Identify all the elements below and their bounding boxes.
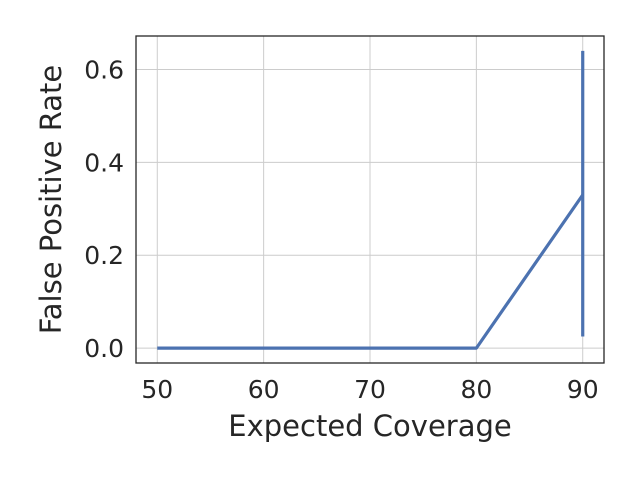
series-line	[157, 193, 585, 350]
x-tick-label: 50	[141, 375, 173, 404]
y-tick-label: 0.6	[84, 55, 124, 84]
series-layer	[157, 50, 585, 350]
y-tick-label: 0.4	[84, 148, 124, 177]
x-tick-label: 70	[354, 375, 386, 404]
x-axis-ticks: 50 60 70 80 90	[141, 375, 598, 404]
x-tick-label: 60	[248, 375, 280, 404]
x-tick-label: 80	[460, 375, 492, 404]
x-tick-label: 90	[567, 375, 599, 404]
y-axis-ticks: 0.0 0.2 0.4 0.6	[84, 55, 124, 363]
y-tick-label: 0.0	[84, 334, 124, 363]
x-axis-label: Expected Coverage	[228, 409, 511, 443]
y-tick-label: 0.2	[84, 241, 124, 270]
y-axis-label: False Positive Rate	[34, 65, 68, 335]
plot-frame	[135, 35, 605, 364]
